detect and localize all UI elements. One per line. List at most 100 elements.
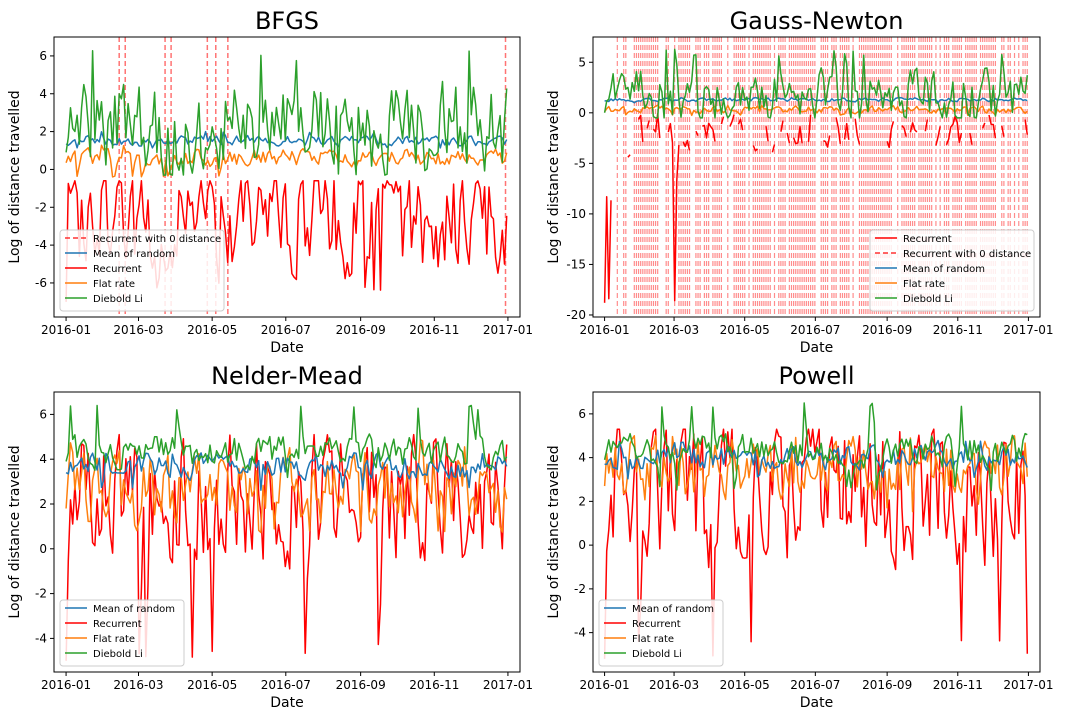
x-tick-label: 2016-11	[933, 678, 983, 692]
y-tick-label: -4	[35, 238, 47, 252]
x-tick-label: 2016-11	[409, 323, 459, 337]
legend-entry: Recurrent with 0 distance	[903, 249, 1031, 260]
y-tick-label: -2	[574, 582, 586, 596]
legend-entry: Flat rate	[93, 634, 135, 645]
x-axis-label: Date	[270, 340, 303, 356]
x-tick-label: 2016-11	[409, 678, 459, 692]
y-tick-label: 2	[39, 125, 47, 139]
series-line-diebold-li	[603, 48, 1029, 119]
y-tick-label: -2	[35, 200, 47, 214]
y-axis-label: Log of distance travelled	[7, 445, 23, 618]
x-tick-label: 2016-05	[720, 323, 770, 337]
y-tick-label: 4	[39, 452, 47, 466]
y-tick-label: -6	[35, 276, 47, 290]
plot-frame	[592, 36, 1041, 318]
x-tick-label: 2016-09	[336, 323, 386, 337]
chart-panel-2: Nelder-Mead 2016-01 2016-03 2016-05 2016-07 2…	[7, 362, 533, 711]
x-axis-label: Date	[800, 695, 833, 711]
y-tick-label: 2	[39, 497, 47, 511]
y-tick-label: 0	[39, 162, 47, 176]
x-tick-label: 2016-05	[187, 323, 237, 337]
y-axis-label: Log of distance travelled	[7, 90, 23, 263]
x-tick-label: 2016-03	[649, 678, 699, 692]
x-tick-label: 2016-03	[113, 323, 163, 337]
y-tick-label: 6	[39, 49, 47, 63]
x-tick-label: 2016-01	[41, 678, 91, 692]
y-tick-label: 0	[578, 106, 586, 120]
chart-title: Powell	[778, 362, 854, 390]
series-line-diebold-li	[65, 50, 508, 176]
chart-panel-3: Powell 2016-01 2016-03 2016-05 2016-07 2016-0…	[546, 362, 1053, 711]
x-tick-label: 2016-05	[187, 678, 237, 692]
x-tick-label: 2016-07	[261, 323, 311, 337]
y-tick-label: -15	[566, 257, 586, 271]
series-line-recurrent	[65, 180, 508, 302]
y-tick-label: 4	[578, 451, 586, 465]
legend: Recurrent Recurrent with 0 distance Mean o…	[869, 229, 1035, 312]
legend-entry: Flat rate	[93, 279, 135, 290]
legend-entry: Mean of random	[632, 604, 714, 615]
chart-title: BFGS	[255, 7, 319, 35]
series-line-mean-of-random	[65, 130, 508, 149]
legend-entry: Recurrent	[903, 234, 952, 245]
x-tick-label: 2016-09	[862, 323, 912, 337]
x-tick-label: 2016-03	[113, 678, 163, 692]
series-line-diebold-li	[603, 402, 1028, 492]
y-tick-label: 5	[578, 55, 586, 69]
legend-entry: Recurrent	[93, 264, 142, 275]
x-axis-label: Date	[800, 340, 833, 356]
series-line-recurrent	[603, 428, 1029, 659]
y-tick-label: 4	[39, 87, 47, 101]
y-tick-label: 0	[578, 538, 586, 552]
y-tick-label: -10	[566, 207, 586, 221]
plot-frame	[592, 391, 1041, 673]
plot-frame	[53, 391, 521, 673]
series-line-flat-rate	[603, 435, 1029, 513]
legend-box	[59, 599, 185, 667]
y-axis-label: Log of distance travelled	[546, 90, 562, 263]
x-axis-label: Date	[270, 695, 303, 711]
series-line-diebold-li	[65, 404, 508, 479]
x-tick-label: 2016-01	[41, 323, 91, 337]
series-line-mean-of-random	[604, 96, 1028, 104]
legend-entry: Diebold Li	[93, 649, 143, 660]
x-tick-label: 2016-01	[580, 323, 630, 337]
y-tick-label: -2	[35, 587, 47, 601]
x-tick-label: 2016-05	[720, 678, 770, 692]
series-line-flat-rate	[65, 144, 508, 178]
legend-entry: Mean of random	[93, 604, 175, 615]
plot-frame	[53, 36, 521, 318]
legend-entry: Diebold Li	[903, 294, 953, 305]
legend-entry: Recurrent with 0 distance	[93, 234, 221, 245]
chart-panel-1: Gauss-Newton 2016-01 2016-03 2016-05 2016-07…	[546, 7, 1053, 356]
y-tick-label: 6	[578, 407, 586, 421]
legend-entry: Mean of random	[93, 249, 175, 260]
x-tick-label: 2017-01	[1003, 323, 1053, 337]
x-tick-label: 2016-07	[790, 323, 840, 337]
chart-panel-0: BFGS 2016-01 2016-03 2016-05 2016-07 2016-09 2…	[7, 7, 533, 356]
legend-entry: Flat rate	[632, 634, 674, 645]
y-tick-label: 6	[39, 407, 47, 421]
legend-entry: Recurrent	[632, 619, 681, 630]
legend: Mean of random Recurrent Flat rate Diebold …	[59, 599, 185, 667]
x-tick-label: 2016-09	[862, 678, 912, 692]
legend-box	[869, 229, 1035, 312]
x-tick-label: 2016-07	[261, 678, 311, 692]
x-tick-label: 2016-01	[580, 678, 630, 692]
y-axis-label: Log of distance travelled	[546, 445, 562, 618]
legend-box	[598, 599, 724, 667]
x-tick-label: 2017-01	[483, 678, 533, 692]
legend: Recurrent with 0 distance Mean of random R…	[59, 229, 225, 312]
legend-box	[59, 229, 225, 312]
y-tick-label: -4	[35, 631, 47, 645]
x-tick-label: 2016-07	[790, 678, 840, 692]
x-tick-label: 2016-03	[649, 323, 699, 337]
y-tick-label: -20	[566, 308, 586, 322]
x-tick-label: 2017-01	[1003, 678, 1053, 692]
chart-title: Gauss-Newton	[730, 7, 904, 35]
y-tick-label: 2	[578, 494, 586, 508]
chart-title: Nelder-Mead	[211, 362, 363, 390]
legend-entry: Diebold Li	[93, 294, 143, 305]
y-tick-label: -5	[574, 156, 586, 170]
